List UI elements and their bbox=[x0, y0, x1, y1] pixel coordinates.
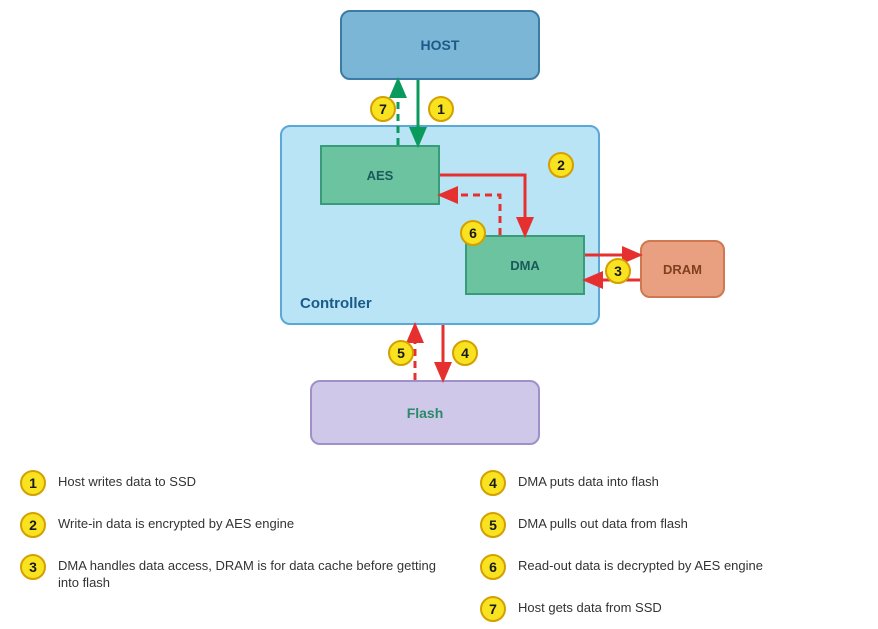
legend-item-2: 2 Write-in data is encrypted by AES engin… bbox=[20, 512, 480, 538]
controller-label: Controller bbox=[300, 295, 372, 312]
aes-block: AES bbox=[320, 145, 440, 205]
step-badge-6: 6 bbox=[460, 220, 486, 246]
step-badge-2: 2 bbox=[548, 152, 574, 178]
legend-text-4: DMA puts data into flash bbox=[518, 470, 659, 491]
legend-badge-7: 7 bbox=[480, 596, 506, 622]
legend-badge-6: 6 bbox=[480, 554, 506, 580]
legend-text-2: Write-in data is encrypted by AES engine bbox=[58, 512, 294, 533]
legend-item-3: 3 DMA handles data access, DRAM is for da… bbox=[20, 554, 480, 592]
legend-text-3: DMA handles data access, DRAM is for dat… bbox=[58, 554, 438, 592]
dma-block: DMA bbox=[465, 235, 585, 295]
dram-label: DRAM bbox=[663, 262, 702, 277]
aes-label: AES bbox=[367, 168, 394, 183]
legend-badge-2: 2 bbox=[20, 512, 46, 538]
legend-badge-5: 5 bbox=[480, 512, 506, 538]
legend-col-left: 1 Host writes data to SSD 2 Write-in data i… bbox=[20, 470, 480, 622]
legend-badge-1: 1 bbox=[20, 470, 46, 496]
step-badge-5: 5 bbox=[388, 340, 414, 366]
legend-badge-3: 3 bbox=[20, 554, 46, 580]
legend-item-6: 6 Read-out data is decrypted by AES engin… bbox=[480, 554, 858, 580]
flash-label: Flash bbox=[407, 405, 444, 421]
step-badge-7: 7 bbox=[370, 96, 396, 122]
dram-block: DRAM bbox=[640, 240, 725, 298]
step-badge-3: 3 bbox=[605, 258, 631, 284]
legend: 1 Host writes data to SSD 2 Write-in data i… bbox=[20, 470, 858, 622]
legend-item-1: 1 Host writes data to SSD bbox=[20, 470, 480, 496]
legend-col-right: 4 DMA puts data into flash 5 DMA pulls out … bbox=[480, 470, 858, 622]
legend-text-6: Read-out data is decrypted by AES engine bbox=[518, 554, 763, 575]
step-badge-1: 1 bbox=[428, 96, 454, 122]
legend-text-5: DMA pulls out data from flash bbox=[518, 512, 688, 533]
legend-item-5: 5 DMA pulls out data from flash bbox=[480, 512, 858, 538]
host-label: HOST bbox=[421, 37, 460, 53]
step-badge-4: 4 bbox=[452, 340, 478, 366]
flash-block: Flash bbox=[310, 380, 540, 445]
diagram-canvas: HOST Controller AES DMA DRAM Flash 1 7 2 6 3… bbox=[0, 0, 878, 460]
host-block: HOST bbox=[340, 10, 540, 80]
legend-text-1: Host writes data to SSD bbox=[58, 470, 196, 491]
legend-item-4: 4 DMA puts data into flash bbox=[480, 470, 858, 496]
legend-item-7: 7 Host gets data from SSD bbox=[480, 596, 858, 622]
legend-badge-4: 4 bbox=[480, 470, 506, 496]
dma-label: DMA bbox=[510, 258, 540, 273]
legend-text-7: Host gets data from SSD bbox=[518, 596, 662, 617]
